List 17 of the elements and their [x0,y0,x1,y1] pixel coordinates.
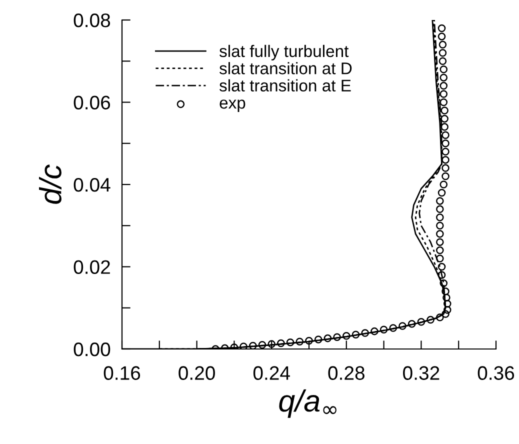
y-tick-label: 0.04 [74,178,110,192]
legend-label: slat transition at E [219,79,351,92]
y-tick-label: 0.08 [74,13,110,28]
y-tick-label: 0.02 [74,260,110,274]
legend-label: slat transition at D [219,62,352,74]
x-tick-label: 0.32 [403,366,440,380]
x-tick-label: 0.24 [253,366,290,380]
x-tick-label: 0.28 [328,366,364,380]
legend-label: exp [220,100,246,112]
x-tick-label: 0.36 [478,366,514,380]
y-tick-label: 0.06 [74,96,110,110]
x-tick-label: 0.16 [104,366,140,380]
x-axis-title: q/a$_{∞}$ [279,389,336,418]
x-tick-label: 0.20 [178,366,215,380]
legend-label: slat fully turbulent [219,44,349,60]
y-axis-title: d/c [39,164,62,204]
y-tick-label: 0.00 [74,342,110,356]
